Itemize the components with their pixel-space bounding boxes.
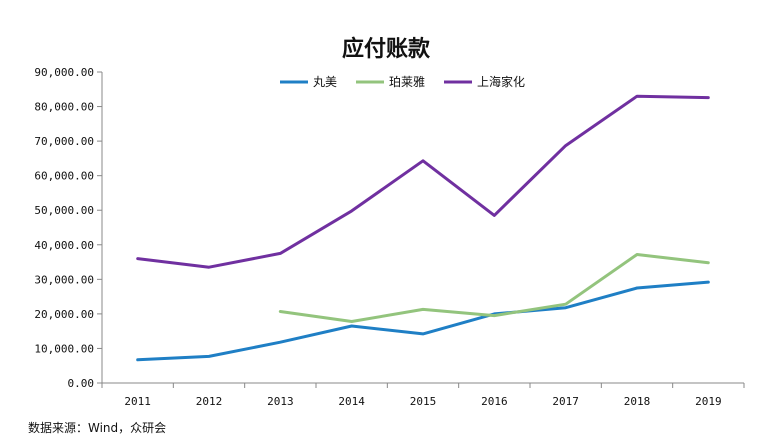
- x-tick-label: 2018: [624, 395, 651, 408]
- y-tick-label: 40,000.00: [34, 239, 94, 252]
- series-lines: [136, 94, 710, 362]
- y-tick-label: 60,000.00: [34, 170, 94, 183]
- y-tick-label: 0.00: [68, 377, 95, 390]
- x-axis-ticks: 2011 2012 2013 2014 2015 2016 2017 2018 2019: [101, 383, 745, 408]
- legend-label: 珀莱雅: [389, 74, 425, 89]
- y-axis-ticks: 0.00 10,000.00 20,000.00 30,000.00 40,000.00…: [34, 66, 102, 390]
- y-tick-label: 20,000.00: [34, 308, 94, 321]
- axes: [101, 72, 744, 384]
- x-tick-label: 2015: [410, 395, 437, 408]
- source-note: 数据来源：Wind，众研会: [28, 420, 166, 435]
- y-tick-label: 10,000.00: [34, 342, 94, 355]
- y-tick-label: 90,000.00: [34, 66, 94, 79]
- legend-label: 上海家化: [477, 74, 525, 89]
- x-tick-label: 2016: [481, 395, 508, 408]
- x-tick-label: 2017: [552, 395, 579, 408]
- legend: 丸美 珀莱雅 上海家化: [280, 74, 525, 89]
- y-tick-label: 30,000.00: [34, 273, 94, 286]
- legend-label: 丸美: [313, 75, 337, 89]
- y-tick-label: 80,000.00: [34, 101, 94, 114]
- y-tick-label: 70,000.00: [34, 135, 94, 148]
- x-tick-label: 2013: [267, 395, 294, 408]
- x-tick-label: 2019: [695, 395, 722, 408]
- x-tick-label: 2012: [196, 395, 223, 408]
- x-tick-label: 2011: [124, 395, 151, 408]
- series-line-2: [278, 253, 710, 323]
- y-tick-label: 50,000.00: [34, 204, 94, 217]
- x-tick-label: 2014: [338, 395, 365, 408]
- chart-title: 应付账款: [342, 36, 431, 62]
- series-line-3: [136, 94, 710, 269]
- series-line-1: [136, 280, 710, 362]
